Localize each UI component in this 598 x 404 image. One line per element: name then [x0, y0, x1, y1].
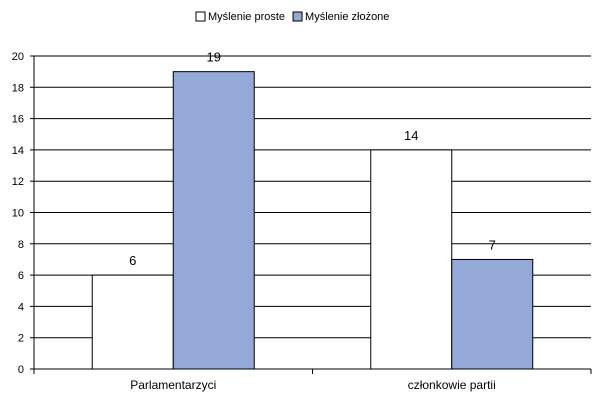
data-label: 7 [489, 237, 496, 252]
y-tick-label: 0 [18, 364, 24, 376]
y-tick-label: 12 [12, 176, 24, 188]
y-tick-label: 6 [18, 270, 24, 282]
x-tick-label: Parlamentarzyci [130, 378, 216, 392]
bar [451, 258, 534, 370]
y-tick-label: 16 [12, 114, 24, 126]
bars [91, 71, 534, 370]
y-tick-label: 14 [12, 145, 24, 157]
y-tick-label: 10 [12, 208, 24, 220]
data-label: 6 [129, 253, 136, 268]
axes [30, 55, 592, 374]
data-label: 14 [404, 128, 418, 143]
legend-swatch [292, 11, 303, 22]
x-tick-label: członkowie partii [408, 378, 496, 392]
bar [91, 274, 174, 370]
legend-swatch [195, 11, 206, 22]
legend-label: Myślenie złożone [305, 11, 389, 23]
data-label: 19 [207, 50, 221, 65]
y-tick-label: 4 [18, 301, 24, 313]
y-tick-label: 18 [12, 82, 24, 94]
legend: Myślenie proste Myślenie złożone [195, 11, 389, 23]
y-tick-label: 8 [18, 239, 24, 251]
x-tick-labels: Parlamentarzyci członkowie partii [130, 378, 496, 392]
y-tick-label: 2 [18, 333, 24, 345]
y-tick-labels: 0 2 4 6 8 10 12 14 16 18 20 [12, 51, 24, 376]
bar [370, 149, 453, 370]
data-labels: 6 19 14 7 [129, 50, 496, 268]
legend-label: Myślenie proste [208, 11, 285, 23]
y-tick-label: 20 [12, 51, 24, 63]
bar [172, 71, 255, 370]
